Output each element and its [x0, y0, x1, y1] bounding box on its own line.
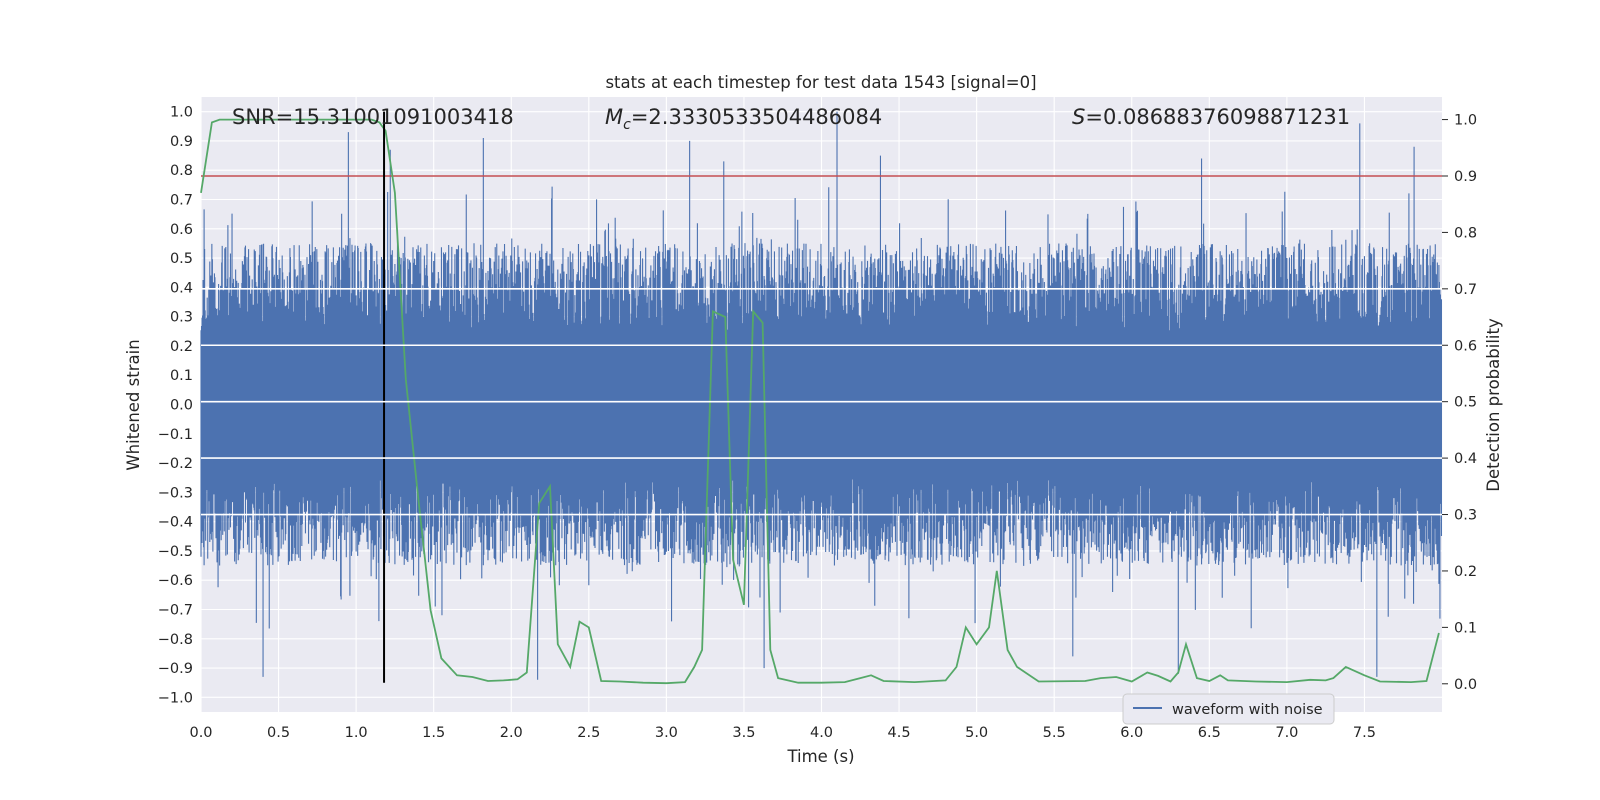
y-right-tick-label: 0.5	[1454, 395, 1477, 411]
y-right-tick-label: 0.1	[1454, 620, 1477, 636]
x-tick-label: 7.0	[1275, 725, 1298, 741]
y-right-tick-label: 0.2	[1454, 564, 1477, 580]
y-right-axis-title: Detection probability	[1484, 318, 1503, 492]
y-left-tick-label: 0.3	[170, 310, 193, 326]
y-left-tick-label: −0.2	[158, 456, 193, 472]
x-tick-label: 6.0	[1120, 725, 1143, 741]
y-left-tick-label: −0.3	[158, 485, 193, 501]
x-tick-label: 7.5	[1353, 725, 1376, 741]
y-left-tick-label: −1.0	[158, 690, 193, 706]
y-left-tick-label: 0.2	[170, 339, 193, 355]
chirp-mass-value: =2.3330533504486084	[631, 105, 882, 129]
x-tick-label: 1.0	[345, 725, 368, 741]
y-left-tick-label: 1.0	[170, 105, 193, 121]
snr-annotation: SNR=15.31001091003418	[232, 105, 514, 129]
y-left-tick-label: 0.0	[170, 398, 193, 414]
y-left-tick-label: −0.9	[158, 661, 193, 677]
legend-label: waveform with noise	[1172, 702, 1323, 718]
legend-box	[1122, 693, 1335, 725]
y-left-tick-label: −0.5	[158, 544, 193, 560]
y-left-tick-label: 0.9	[170, 134, 193, 150]
waveform-core-band	[201, 331, 1442, 478]
y-left-tick-label: 0.8	[170, 163, 193, 179]
y-left-tick-label: −0.6	[158, 573, 193, 589]
y-left-tick-label: −0.7	[158, 603, 193, 619]
y-left-tick-label: 0.4	[170, 280, 193, 296]
y-right-tick-label: 0.4	[1454, 451, 1477, 467]
y-left-tick-label: 0.1	[170, 368, 193, 384]
legend: waveform with noise	[1122, 693, 1335, 725]
x-tick-label: 2.5	[577, 725, 600, 741]
chirp-mass-annotation: Mc=2.3330533504486084	[605, 105, 882, 133]
y-left-tick-label: 0.5	[170, 251, 193, 267]
x-tick-label: 5.5	[1043, 725, 1066, 741]
chirp-mass-symbol: M	[605, 105, 623, 129]
y-right-tick-label: 0.0	[1454, 677, 1477, 693]
x-tick-label: 3.0	[655, 725, 678, 741]
x-tick-label: 4.5	[888, 725, 911, 741]
x-tick-label: 1.5	[422, 725, 445, 741]
y-left-tick-label: −0.8	[158, 632, 193, 648]
y-left-tick-label: 0.7	[170, 193, 193, 209]
stat-s-annotation: S=0.08688376098871231	[1072, 105, 1350, 129]
x-tick-label: 5.0	[965, 725, 988, 741]
stat-s-symbol: S	[1072, 105, 1085, 129]
detection-probability-line	[200, 118, 1440, 685]
x-tick-label: 0.0	[189, 725, 212, 741]
y-left-tick-label: −0.1	[158, 427, 193, 443]
y-left-axis-title: Whitened strain	[124, 339, 143, 470]
y-left-tick-label: 0.6	[170, 222, 193, 238]
y-right-tick-label: 0.8	[1454, 225, 1477, 241]
y-right-tick-label: 0.3	[1454, 508, 1477, 524]
chart-title: stats at each timestep for test data 154…	[605, 73, 1036, 92]
stat-s-value: =0.08688376098871231	[1085, 105, 1350, 129]
y-right-tick-label: 0.7	[1454, 282, 1477, 298]
x-tick-label: 0.5	[267, 725, 290, 741]
x-tick-label: 2.0	[500, 725, 523, 741]
x-tick-label: 3.5	[732, 725, 755, 741]
y-right-tick-label: 0.6	[1454, 338, 1477, 354]
y-left-tick-label: −0.4	[158, 515, 193, 531]
axis-ticks: 1.0 0.9 0.8 0.7 0.6 0.5 0.4 0.3 0.2 0.1 0.0 −0.1 −0.…	[158, 105, 1477, 741]
chirp-mass-subscript: c	[623, 117, 631, 133]
x-axis-title: Time (s)	[786, 747, 854, 766]
y-right-tick-label: 1.0	[1454, 113, 1477, 129]
y-right-tick-label: 0.9	[1454, 169, 1477, 185]
x-tick-label: 4.0	[810, 725, 833, 741]
x-tick-label: 6.5	[1198, 725, 1221, 741]
